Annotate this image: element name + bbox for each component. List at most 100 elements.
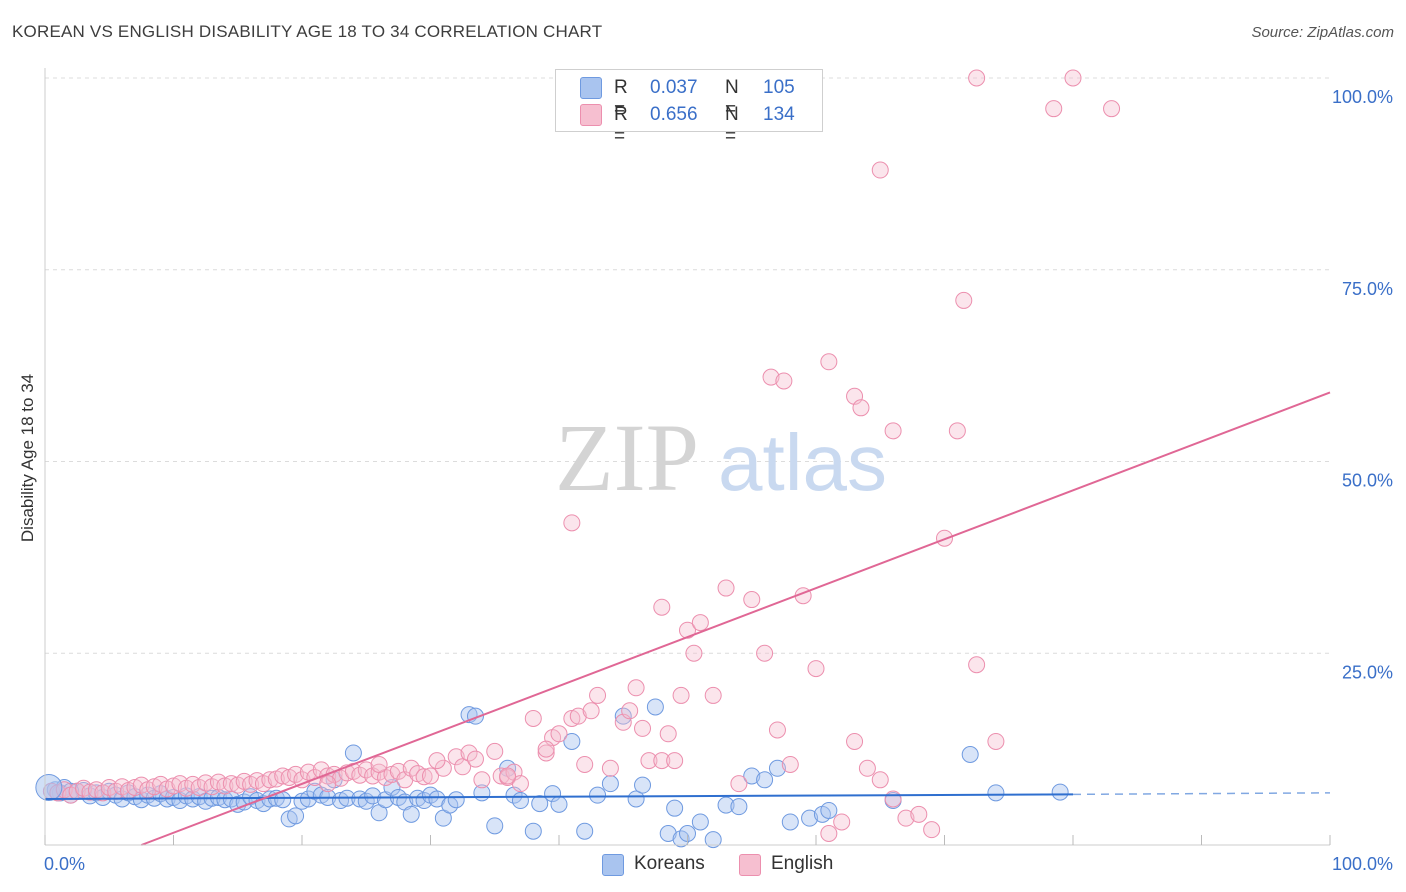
trend-layer xyxy=(44,391,1331,846)
r-value: 0.037 xyxy=(650,77,698,98)
english-point xyxy=(81,783,99,801)
koreans-point xyxy=(447,791,465,809)
english-point xyxy=(730,775,748,793)
english-point xyxy=(679,621,696,639)
english-point xyxy=(756,644,774,662)
y-axis-label: Disability Age 18 to 34 xyxy=(18,373,37,543)
koreans-point xyxy=(961,745,979,763)
r-label: R = xyxy=(614,104,628,147)
english-point xyxy=(659,725,677,743)
y-tick-label: 50.0% xyxy=(1342,471,1393,491)
x-tick-label: 100.0% xyxy=(1332,854,1393,874)
english-point xyxy=(460,744,478,762)
koreans-point xyxy=(768,759,786,777)
english-point xyxy=(807,660,825,678)
english-point xyxy=(833,813,851,831)
english-point xyxy=(653,752,671,770)
koreans-point xyxy=(344,744,362,762)
english-point xyxy=(621,702,639,720)
y-tick-label: 25.0% xyxy=(1342,662,1393,682)
english-point xyxy=(1103,100,1121,118)
koreans-point xyxy=(589,786,607,804)
grid-layer xyxy=(45,77,1330,654)
english-point xyxy=(781,755,799,773)
english-trendline xyxy=(141,391,1331,846)
koreans-point xyxy=(730,798,748,816)
english-point xyxy=(634,719,652,737)
english-point xyxy=(312,761,330,779)
axis-layer: 25.0% 50.0% 75.0% 100.0% 0.0% 100.0% xyxy=(44,68,1393,874)
english-point xyxy=(743,591,761,609)
koreans-point xyxy=(524,822,542,840)
english-point xyxy=(319,775,337,793)
koreans-point xyxy=(704,831,722,849)
english-point xyxy=(537,740,555,758)
english-point xyxy=(923,821,941,839)
english-point xyxy=(415,768,433,786)
n-value: 105 xyxy=(763,77,795,98)
x-tick-label: 0.0% xyxy=(44,854,85,874)
english-legend-label: English xyxy=(771,853,834,874)
english-legend-swatch xyxy=(739,854,761,876)
english-point xyxy=(389,762,407,780)
koreans-point xyxy=(756,771,774,789)
english-point xyxy=(820,353,838,371)
english-point xyxy=(216,777,234,795)
english-point xyxy=(717,579,735,597)
koreans-swatch xyxy=(580,77,602,99)
english-point xyxy=(691,614,709,632)
english-point xyxy=(685,644,703,662)
points-layer xyxy=(35,69,1121,849)
english-point xyxy=(672,686,690,704)
koreans-point xyxy=(531,795,549,813)
english-point xyxy=(884,422,902,440)
english-point xyxy=(968,69,986,87)
english-point xyxy=(511,775,529,793)
koreans-point xyxy=(691,813,709,831)
koreans-point xyxy=(820,801,838,819)
english-point xyxy=(820,824,838,842)
english-point xyxy=(447,748,465,766)
english-point xyxy=(145,778,163,796)
english-point xyxy=(428,752,446,770)
koreans-point xyxy=(402,805,420,823)
watermark-atlas: atlas xyxy=(718,418,887,507)
english-point xyxy=(968,656,986,674)
english-point xyxy=(126,778,144,796)
english-point xyxy=(948,422,966,440)
english-point xyxy=(165,777,182,795)
english-point xyxy=(653,598,671,616)
english-point xyxy=(569,707,587,725)
english-point xyxy=(473,771,491,789)
koreans-point xyxy=(1051,783,1069,801)
r-value: 0.656 xyxy=(650,104,698,125)
english-point xyxy=(987,732,1005,750)
english-point xyxy=(871,161,889,179)
english-point xyxy=(852,399,870,417)
english-point xyxy=(871,771,889,789)
english-point xyxy=(589,686,607,704)
koreans-trendline-extension xyxy=(1072,792,1331,796)
koreans-point xyxy=(659,824,677,842)
english-point xyxy=(492,767,510,785)
koreans-point xyxy=(801,809,819,827)
koreans-point xyxy=(486,817,504,835)
english-point xyxy=(454,758,472,776)
koreans-point xyxy=(351,790,369,808)
english-point xyxy=(704,686,722,704)
r-label: R = xyxy=(614,77,628,120)
english-point xyxy=(550,725,568,743)
english-point xyxy=(768,721,786,739)
english-point xyxy=(601,759,619,777)
english-point xyxy=(576,755,594,773)
n-value: 134 xyxy=(763,104,795,125)
koreans-point xyxy=(383,778,401,796)
english-point xyxy=(370,755,388,773)
english-point xyxy=(775,372,793,390)
english-point xyxy=(486,742,504,760)
koreans-point xyxy=(287,807,305,825)
english-point xyxy=(910,805,928,823)
stats-legend: R = 0.037 N = 105 R = 0.656 N = 134 xyxy=(555,69,823,147)
english-point xyxy=(222,775,240,793)
english-point xyxy=(897,809,915,827)
